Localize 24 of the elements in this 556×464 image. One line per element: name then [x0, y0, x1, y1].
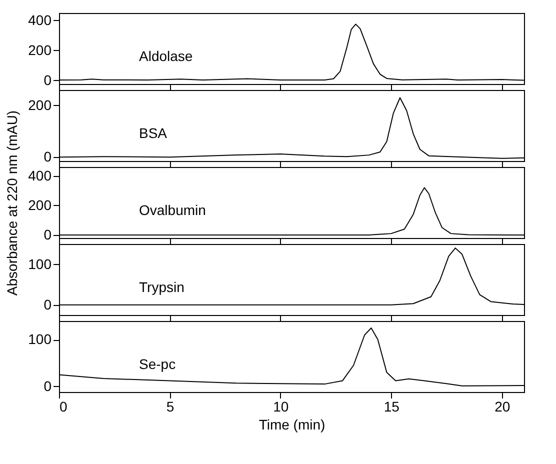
y-tick-label: 400 — [28, 12, 52, 28]
y-tick-label: 0 — [44, 226, 52, 243]
y-tick-label: 200 — [28, 42, 52, 58]
x-tick-label: 15 — [384, 398, 400, 414]
x-tick-label: 5 — [166, 398, 174, 414]
y-tick-label: 400 — [28, 167, 52, 184]
y-tick-label: 200 — [28, 96, 52, 113]
y-tick-label: 100 — [28, 331, 52, 348]
series-label: Trypsin — [139, 279, 184, 296]
series-label: Se-pc — [139, 356, 176, 372]
series-label: Ovalbumin — [139, 202, 206, 218]
series-label: Aldolase — [139, 48, 193, 64]
x-tick-label: 20 — [494, 398, 510, 414]
y-tick-label: 0 — [44, 296, 52, 312]
series-label: BSA — [139, 125, 168, 142]
y-tick-label: 100 — [28, 256, 52, 272]
y-tick-label: 0 — [44, 148, 52, 165]
y-axis-title: Absorbance at 220 nm (mAU) — [4, 110, 20, 296]
y-tick-label: 200 — [28, 196, 52, 213]
x-tick-label: 10 — [273, 398, 289, 414]
x-tick-label: 0 — [60, 398, 68, 414]
x-axis-title: Time (min) — [258, 416, 326, 432]
y-tick-label: 0 — [44, 72, 52, 88]
y-tick-label: 0 — [44, 378, 52, 394]
